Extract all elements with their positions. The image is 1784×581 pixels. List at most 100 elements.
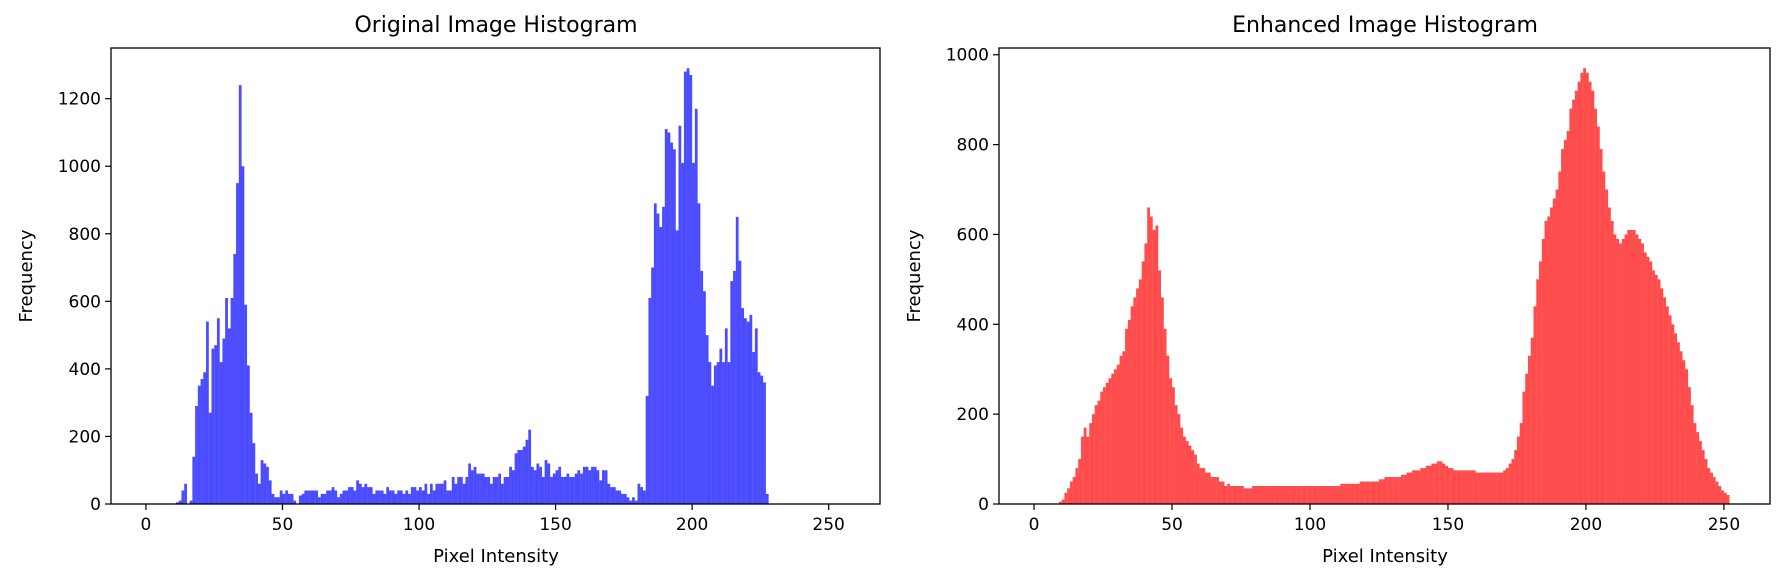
histogram-bar xyxy=(1693,423,1697,504)
histogram-bar xyxy=(331,487,335,504)
histogram-bar xyxy=(1119,355,1123,504)
y-ticks: 0 200 400 600 800 1000 xyxy=(946,46,999,515)
y-tick-label: 1000 xyxy=(58,157,101,177)
histogram-bar xyxy=(1619,243,1622,504)
histogram-bar xyxy=(1229,486,1233,504)
histogram-bar xyxy=(1660,288,1664,504)
histogram-bar xyxy=(591,466,594,504)
histogram-bar xyxy=(1235,486,1239,504)
histogram-bar xyxy=(1395,477,1399,504)
histogram-bar xyxy=(255,473,258,504)
histogram-bar xyxy=(1428,465,1432,504)
histogram-bar xyxy=(640,487,644,504)
histogram-bar xyxy=(741,308,745,504)
histogram-bar xyxy=(1671,324,1675,504)
histogram-bar xyxy=(1726,495,1730,504)
histogram-bar xyxy=(1354,483,1357,504)
histogram-bar xyxy=(1467,470,1471,504)
histogram-bar xyxy=(326,490,329,504)
histogram-bar xyxy=(236,183,239,505)
histogram-bar xyxy=(626,497,630,504)
histogram-bar xyxy=(730,281,734,504)
histogram-bar xyxy=(1362,481,1366,504)
histogram-bar xyxy=(1367,481,1371,504)
histogram-bar xyxy=(389,490,392,504)
histogram-bar xyxy=(1343,483,1346,504)
histogram-bar xyxy=(1334,486,1338,504)
x-tick-label: 150 xyxy=(539,515,571,535)
histogram-bar xyxy=(424,483,428,504)
y-tick-label: 800 xyxy=(957,136,989,156)
histogram-bar xyxy=(1141,261,1145,504)
histogram-bar xyxy=(1232,486,1236,504)
histogram-bar xyxy=(1365,481,1368,504)
histogram-bar xyxy=(1309,486,1313,504)
histogram-bar xyxy=(1279,486,1283,504)
histogram-bar xyxy=(1290,486,1294,504)
histogram-bar xyxy=(1152,229,1156,504)
histogram-bar xyxy=(550,476,553,504)
y-tick-label: 200 xyxy=(69,427,101,447)
histogram-bar xyxy=(1409,472,1413,504)
histogram-bar xyxy=(345,490,349,504)
histogram-bar xyxy=(192,456,196,504)
histogram-bar xyxy=(495,476,499,504)
histogram-bar xyxy=(473,466,477,504)
histogram-bar xyxy=(522,446,526,504)
histogram-bar xyxy=(593,466,597,504)
x-tick-label: 250 xyxy=(1708,515,1740,535)
histogram-bar xyxy=(462,483,466,504)
histogram-bar xyxy=(1188,445,1192,504)
histogram-bar xyxy=(1555,189,1559,504)
histogram-bar xyxy=(1086,436,1090,504)
histogram-bar xyxy=(503,476,507,504)
histogram-bar xyxy=(1464,470,1468,504)
histogram-bar xyxy=(222,338,226,504)
histogram-bar xyxy=(1312,486,1316,504)
histogram-bar xyxy=(498,473,502,504)
histogram-bar xyxy=(1158,270,1162,504)
histogram-bar xyxy=(1514,450,1518,504)
histogram-bar xyxy=(1390,477,1393,504)
histogram-bar xyxy=(1257,486,1261,504)
x-axis-label: Pixel Intensity xyxy=(1322,546,1448,567)
histogram-bar xyxy=(178,500,182,504)
histogram-bar xyxy=(1699,441,1702,504)
histogram-bar xyxy=(580,473,583,504)
histogram-bar xyxy=(227,328,231,504)
histogram-bar xyxy=(514,453,518,504)
histogram-bar xyxy=(738,260,742,504)
histogram-bar xyxy=(277,497,280,504)
histogram-bar xyxy=(511,470,515,504)
histogram-bar xyxy=(451,476,455,504)
histogram-bar xyxy=(1282,486,1286,504)
histogram-bar xyxy=(1180,427,1184,504)
histogram-bar xyxy=(1685,369,1689,504)
histogram-bar xyxy=(735,216,739,504)
histogram-bar xyxy=(1718,486,1722,504)
histogram-bar xyxy=(1632,229,1636,504)
histogram-bar xyxy=(1646,256,1650,504)
x-tick-label: 0 xyxy=(1029,515,1040,535)
histogram-bar xyxy=(689,75,693,505)
histogram-bar xyxy=(727,362,731,504)
histogram-bar xyxy=(642,490,646,504)
histogram-bar xyxy=(1420,468,1424,504)
histogram-bar xyxy=(588,470,592,504)
histogram-bar xyxy=(1241,486,1244,504)
chart-enhanced: Enhanced Image Histogram 0 50 100 150 200 250… xyxy=(904,13,1771,567)
histogram-bar xyxy=(416,490,420,504)
histogram-bar xyxy=(1271,486,1275,504)
histogram-bar xyxy=(754,328,758,504)
x-tick-label: 100 xyxy=(403,515,435,535)
histogram-bar xyxy=(1155,225,1159,504)
histogram-bar xyxy=(1147,207,1150,505)
histogram-bar xyxy=(1412,470,1415,504)
histogram-bar xyxy=(1472,470,1476,504)
histogram-bar xyxy=(1160,297,1164,504)
histogram-bar xyxy=(1387,477,1391,504)
histogram-bar xyxy=(746,321,750,504)
histogram-bar xyxy=(1583,68,1586,504)
histogram-bar xyxy=(1196,463,1200,504)
histogram-bar xyxy=(681,162,684,504)
